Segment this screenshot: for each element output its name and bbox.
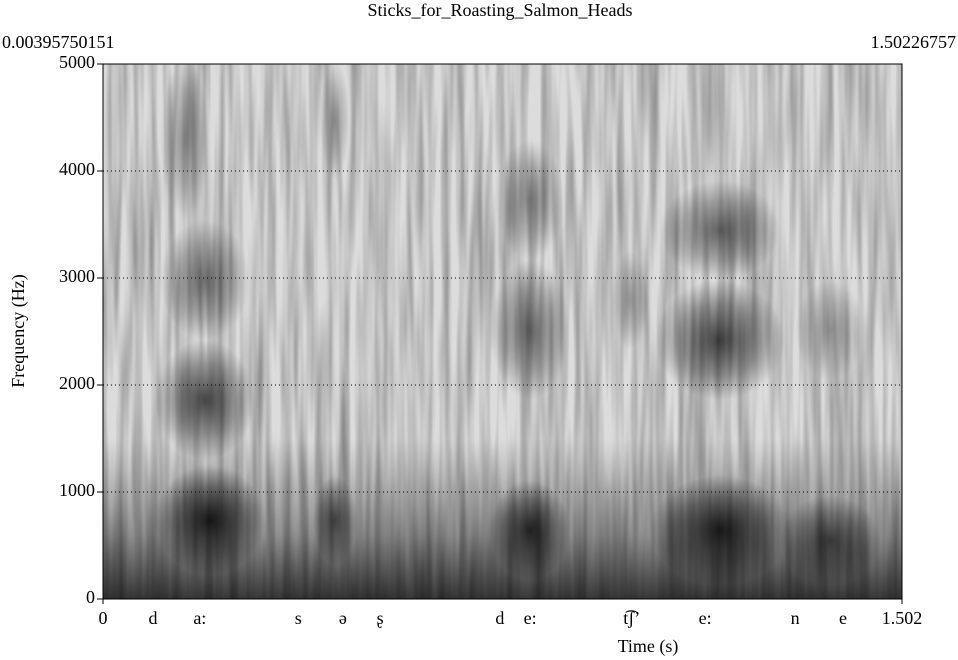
chart-title: Sticks_for_Roasting_Salmon_Heads <box>368 0 633 20</box>
x-tick-label: 1.502 <box>882 608 923 628</box>
segment-label: e: <box>699 608 712 628</box>
y-tick-label: 5000 <box>59 52 95 72</box>
segment-label: ə <box>339 608 347 628</box>
spectrogram-energy <box>155 64 880 585</box>
y-tick-label: 3000 <box>59 266 95 286</box>
spectrogram <box>103 64 902 599</box>
segment-label: d <box>149 608 158 628</box>
y-tick-label: 2000 <box>59 373 95 393</box>
y-tick-label: 0 <box>86 587 95 607</box>
segment-label: a: <box>193 608 206 628</box>
segment-label: e: <box>524 608 537 628</box>
x-tick-label: 0 <box>99 608 108 628</box>
plot-frame <box>102 63 903 600</box>
selection-start: 0.00395750151 <box>2 32 115 52</box>
selection-end: 1.50226757 <box>871 32 957 52</box>
segment-label: ʂ <box>377 608 384 628</box>
y-tick-label: 4000 <box>59 159 95 179</box>
y-tick-label: 1000 <box>59 480 95 500</box>
x-axis-label: Time (s) <box>618 636 679 657</box>
y-axis-label: Frequency (Hz) <box>8 274 29 387</box>
segment-label: n <box>791 608 800 628</box>
segment-label: d <box>495 608 504 628</box>
segment-label: e <box>839 608 847 628</box>
segment-label: s <box>295 608 302 628</box>
segment-label: t͡ʃʼ <box>623 608 640 628</box>
